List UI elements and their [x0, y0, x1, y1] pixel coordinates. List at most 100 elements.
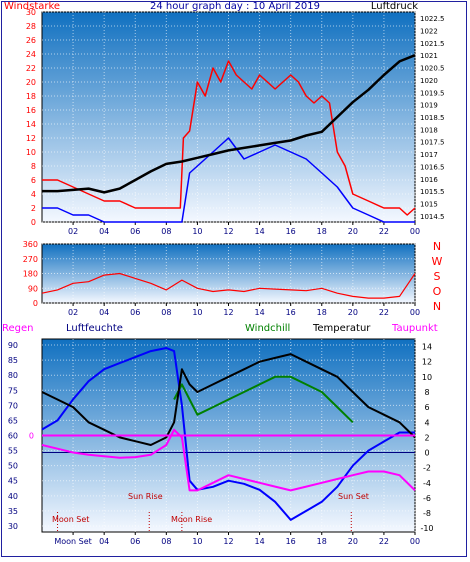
chart1-x-tick-label: 00: [410, 227, 420, 236]
y-right-tick-label: 1016.5: [420, 163, 445, 171]
y-right-tick-label: 12: [422, 358, 432, 367]
y-left-tick-label: 26: [26, 36, 36, 45]
chart3-x-tick-label: 14: [254, 537, 264, 546]
chart3-x-tick-label: 12: [223, 537, 233, 546]
chart1-x-tick-label: 14: [254, 227, 264, 236]
chart1-x-tick-label: 04: [99, 227, 109, 236]
chart2-x-tick-label: 16: [286, 308, 296, 317]
wind-speed-line: [42, 137, 415, 223]
y-left-tick-label: 90: [28, 284, 38, 293]
y-right-tick-label: -10: [420, 524, 433, 533]
y-left-tick-label: 0: [31, 218, 36, 227]
legend-taupunkt: Taupunkt: [391, 323, 438, 334]
compass-label: N: [433, 240, 441, 253]
y-right-tick-label: 1021: [420, 52, 438, 60]
series-luftfeuchte: [41, 347, 415, 521]
event-label-sun-set: Sun Set: [338, 492, 369, 501]
y-left-tick-label: 8: [31, 162, 36, 171]
y-right-tick-label: 1020.5: [420, 65, 445, 73]
rain-zero-label: 0: [29, 432, 34, 441]
y-left-tick-label: 85: [8, 356, 18, 365]
y-right-tick-label: 1016: [420, 176, 438, 184]
y-right-tick-label: -2: [423, 464, 431, 473]
y-left-tick-label: 35: [8, 507, 18, 516]
compass-label: S: [434, 270, 441, 283]
y-right-tick-label: 14: [422, 343, 432, 352]
y-right-tick-label: 1022: [420, 28, 438, 36]
chart2-x-tick-label: 20: [348, 308, 358, 317]
y-right-tick-label: 1015: [420, 200, 438, 208]
y-left-tick-label: 30: [8, 522, 18, 531]
wind-direction-line: [41, 272, 416, 299]
right-axis-title: Luftdruck: [371, 1, 418, 12]
y-right-tick-label: 1015.5: [420, 188, 445, 196]
chart1-x-tick-label: 06: [130, 227, 140, 236]
compass-label: O: [433, 285, 442, 298]
chart2-x-tick-label: 18: [317, 308, 327, 317]
y-right-tick-label: 8: [424, 388, 429, 397]
y-left-tick-label: 70: [8, 401, 18, 410]
chart3-x-tick-label: 16: [286, 537, 296, 546]
chart1-x-tick-label: 02: [68, 227, 78, 236]
chart3-x-tick-label: 06: [130, 537, 140, 546]
chart3-x-tick-label: 10: [192, 537, 202, 546]
y-left-tick-label: 0: [33, 299, 38, 308]
pressure-line: [42, 54, 416, 194]
chart1-x-tick-label: 22: [379, 227, 389, 236]
chart-title: 24 hour graph day : 10 April 2019: [150, 1, 320, 12]
y-left-tick-label: 10: [26, 148, 36, 157]
y-left-tick-label: 14: [26, 120, 36, 129]
chart3-x-tick-label: Moon Set: [54, 537, 91, 546]
chart1-x-tick-label: 20: [348, 227, 358, 236]
compass-label: N: [433, 300, 441, 313]
y-right-tick-label: 1020: [420, 77, 438, 85]
event-label-sun-rise: Sun Rise: [128, 492, 163, 501]
y-right-tick-label: 1017.5: [420, 139, 445, 147]
y-left-tick-label: 24: [26, 50, 36, 59]
y-left-tick-label: 80: [8, 371, 18, 380]
y-left-tick-label: 50: [8, 462, 18, 471]
y-right-tick-label: 2: [424, 433, 429, 442]
legend-windchill: Windchill: [245, 323, 290, 334]
y-left-tick-label: 180: [23, 270, 38, 279]
y-right-tick-label: 0: [424, 449, 429, 458]
y-right-tick-label: 1022.5: [420, 15, 445, 23]
chart1-x-tick-label: 16: [286, 227, 296, 236]
y-right-tick-label: -8: [423, 509, 431, 518]
y-left-tick-label: 30: [26, 8, 36, 17]
y-left-tick-label: 60: [8, 432, 18, 441]
y-right-tick-label: 1017: [420, 151, 438, 159]
y-left-tick-label: 270: [23, 255, 38, 264]
chart2-x-tick-label: 12: [223, 308, 233, 317]
event-label-moon-rise: Moon Rise: [171, 515, 212, 524]
event-label-moon-set: Moon Set: [52, 515, 89, 524]
chart2-x-tick-label: 04: [99, 308, 109, 317]
chart3-x-tick-label: 20: [348, 537, 358, 546]
series-taupunkt: [41, 428, 416, 492]
y-right-tick-label: 4: [424, 418, 429, 427]
legend-temperatur: Temperatur: [312, 323, 371, 334]
chart3-x-tick-label: 18: [317, 537, 327, 546]
series-windchill: [173, 375, 354, 424]
chart2-x-tick-label: 22: [379, 308, 389, 317]
y-right-tick-label: 1018: [420, 126, 438, 134]
wind-gust-line: [42, 60, 416, 216]
y-left-tick-label: 18: [26, 92, 36, 101]
y-left-tick-label: 22: [26, 64, 36, 73]
y-left-tick-label: 360: [23, 240, 38, 249]
y-left-tick-label: 75: [8, 386, 18, 395]
y-right-tick-label: -4: [423, 479, 431, 488]
y-right-tick-label: -6: [423, 494, 431, 503]
chart1-x-tick-label: 12: [223, 227, 233, 236]
chart2-x-tick-label: 14: [254, 308, 264, 317]
y-left-tick-label: 40: [8, 492, 18, 501]
y-left-tick-label: 65: [8, 416, 18, 425]
chart3-x-tick-label: 08: [161, 537, 171, 546]
y-left-tick-label: 4: [31, 190, 36, 199]
y-left-tick-label: 55: [8, 447, 18, 456]
compass-label: W: [432, 255, 443, 268]
chart3-x-tick-label: 04: [99, 537, 109, 546]
chart3-x-tick-label: 22: [379, 537, 389, 546]
